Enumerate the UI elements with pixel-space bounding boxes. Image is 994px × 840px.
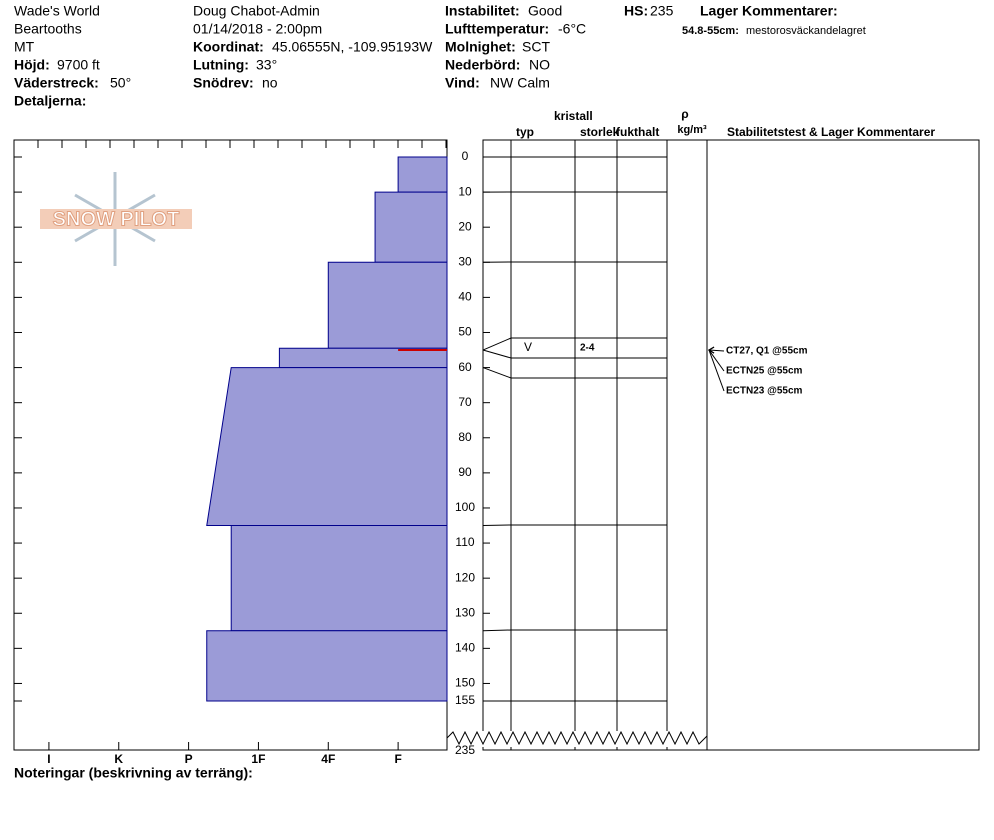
value: 235 bbox=[650, 3, 674, 19]
col-header: typ bbox=[516, 125, 534, 139]
header: Wade's World Beartooths MT Höjd: 9700 ft… bbox=[14, 3, 866, 109]
layer-connector bbox=[482, 349, 667, 359]
table-frame bbox=[482, 139, 980, 751]
label: Koordinat: bbox=[193, 39, 264, 55]
value: 9700 ft bbox=[57, 57, 100, 73]
logo: SNOW PILOT bbox=[40, 172, 192, 266]
label: Lufttemperatur: bbox=[445, 21, 549, 37]
depth-tick-label: 10 bbox=[458, 184, 472, 198]
hardness-layer bbox=[230, 525, 448, 632]
hardness-layer bbox=[374, 191, 448, 263]
hardness-tick-label: 1F bbox=[251, 752, 265, 766]
hardness-layer bbox=[327, 261, 448, 349]
notes-label: Noteringar (beskrivning av terräng): bbox=[14, 765, 253, 781]
hardness-tick-label: F bbox=[394, 752, 401, 766]
depth-break bbox=[446, 730, 708, 747]
comment-range: 54.8-55cm: bbox=[682, 25, 739, 37]
layer-connector bbox=[482, 367, 667, 379]
label: Höjd: bbox=[14, 57, 50, 73]
value: Good bbox=[528, 3, 562, 19]
hardness-tick-label: K bbox=[114, 752, 123, 766]
hardness-layer bbox=[206, 630, 448, 702]
range: Beartooths bbox=[14, 21, 82, 37]
col-header: kg/m³ bbox=[677, 124, 707, 136]
value: -6°C bbox=[558, 21, 586, 37]
label: Instabilitet: bbox=[445, 3, 520, 19]
hardness-tick-label: P bbox=[185, 752, 193, 766]
label: Lutning: bbox=[193, 57, 249, 73]
logo-text: SNOW PILOT bbox=[53, 208, 180, 230]
total-depth-label: 235 bbox=[455, 743, 475, 757]
label: Molnighet: bbox=[445, 39, 516, 55]
test-label: ECTN25 @55cm bbox=[726, 366, 803, 377]
comment: mestorosväckandelagret bbox=[746, 25, 866, 37]
col-header: Stabilitetstest & Lager Kommentarer bbox=[727, 125, 935, 139]
value: 33° bbox=[256, 57, 277, 73]
grain-type: V bbox=[524, 340, 532, 354]
depth-tick-label: 90 bbox=[458, 465, 472, 479]
test-arrow bbox=[708, 349, 725, 352]
observer: Doug Chabot-Admin bbox=[193, 3, 320, 19]
col-header: fukthalt bbox=[616, 125, 659, 139]
value: 50° bbox=[110, 75, 131, 91]
value: NW Calm bbox=[490, 75, 550, 91]
value: SCT bbox=[522, 39, 550, 55]
depth-tick-label: 100 bbox=[455, 500, 475, 514]
hardness-layer bbox=[397, 156, 448, 193]
col-header: ρ bbox=[681, 107, 688, 121]
depth-tick-label: 80 bbox=[458, 430, 472, 444]
depth-tick-label: 60 bbox=[458, 360, 472, 374]
hardness-tick-label: I bbox=[47, 752, 50, 766]
datetime: 01/14/2018 - 2:00pm bbox=[193, 21, 322, 37]
depth-tick-label: 70 bbox=[458, 395, 472, 409]
test-label: ECTN23 @55cm bbox=[726, 386, 803, 397]
location: Wade's World bbox=[14, 3, 100, 19]
test-label: CT27, Q1 @55cm bbox=[726, 346, 808, 357]
label: Vind: bbox=[445, 75, 480, 91]
state: MT bbox=[14, 39, 35, 55]
column-headers: kristall typ storlek fukthalt ρ kg/m³ St… bbox=[516, 107, 935, 139]
layer-connector bbox=[482, 337, 667, 351]
hardness-tick-label: 4F bbox=[321, 752, 335, 766]
depth-tick-label: 120 bbox=[455, 570, 475, 584]
depth-tick-label: 130 bbox=[455, 605, 475, 619]
label: Väderstreck: bbox=[14, 75, 99, 91]
value: NO bbox=[529, 57, 550, 73]
depth-tick-label: 50 bbox=[458, 325, 472, 339]
test-arrow bbox=[708, 349, 725, 372]
hardness-layer bbox=[206, 367, 448, 527]
test-arrowhead bbox=[708, 346, 715, 354]
depth-tick-label: 150 bbox=[455, 676, 475, 690]
label: Nederbörd: bbox=[445, 57, 520, 73]
depth-tick-label: 30 bbox=[458, 254, 472, 268]
label: Snödrev: bbox=[193, 75, 254, 91]
depth-tick-label: 155 bbox=[455, 693, 475, 707]
label: Lager Kommentarer: bbox=[700, 3, 838, 19]
value: 45.06555N, -109.95193W bbox=[272, 39, 433, 55]
depth-tick-label: 40 bbox=[458, 290, 472, 304]
label: Detaljerna: bbox=[14, 93, 86, 109]
hardness-layer bbox=[278, 347, 448, 369]
layer-connector bbox=[482, 629, 667, 632]
col-header: storlek bbox=[580, 125, 620, 139]
table-columns bbox=[510, 140, 708, 750]
label: HS: bbox=[624, 3, 648, 19]
layer-connector bbox=[482, 524, 667, 527]
depth-tick-label: 110 bbox=[455, 535, 474, 549]
grain-size: 2-4 bbox=[580, 343, 595, 354]
test-arrow bbox=[708, 349, 725, 392]
depth-tick-label: 0 bbox=[462, 149, 469, 163]
col-header: kristall bbox=[554, 109, 593, 123]
value: no bbox=[262, 75, 278, 91]
depth-tick-label: 20 bbox=[458, 219, 472, 233]
depth-tick-label: 140 bbox=[455, 641, 475, 655]
